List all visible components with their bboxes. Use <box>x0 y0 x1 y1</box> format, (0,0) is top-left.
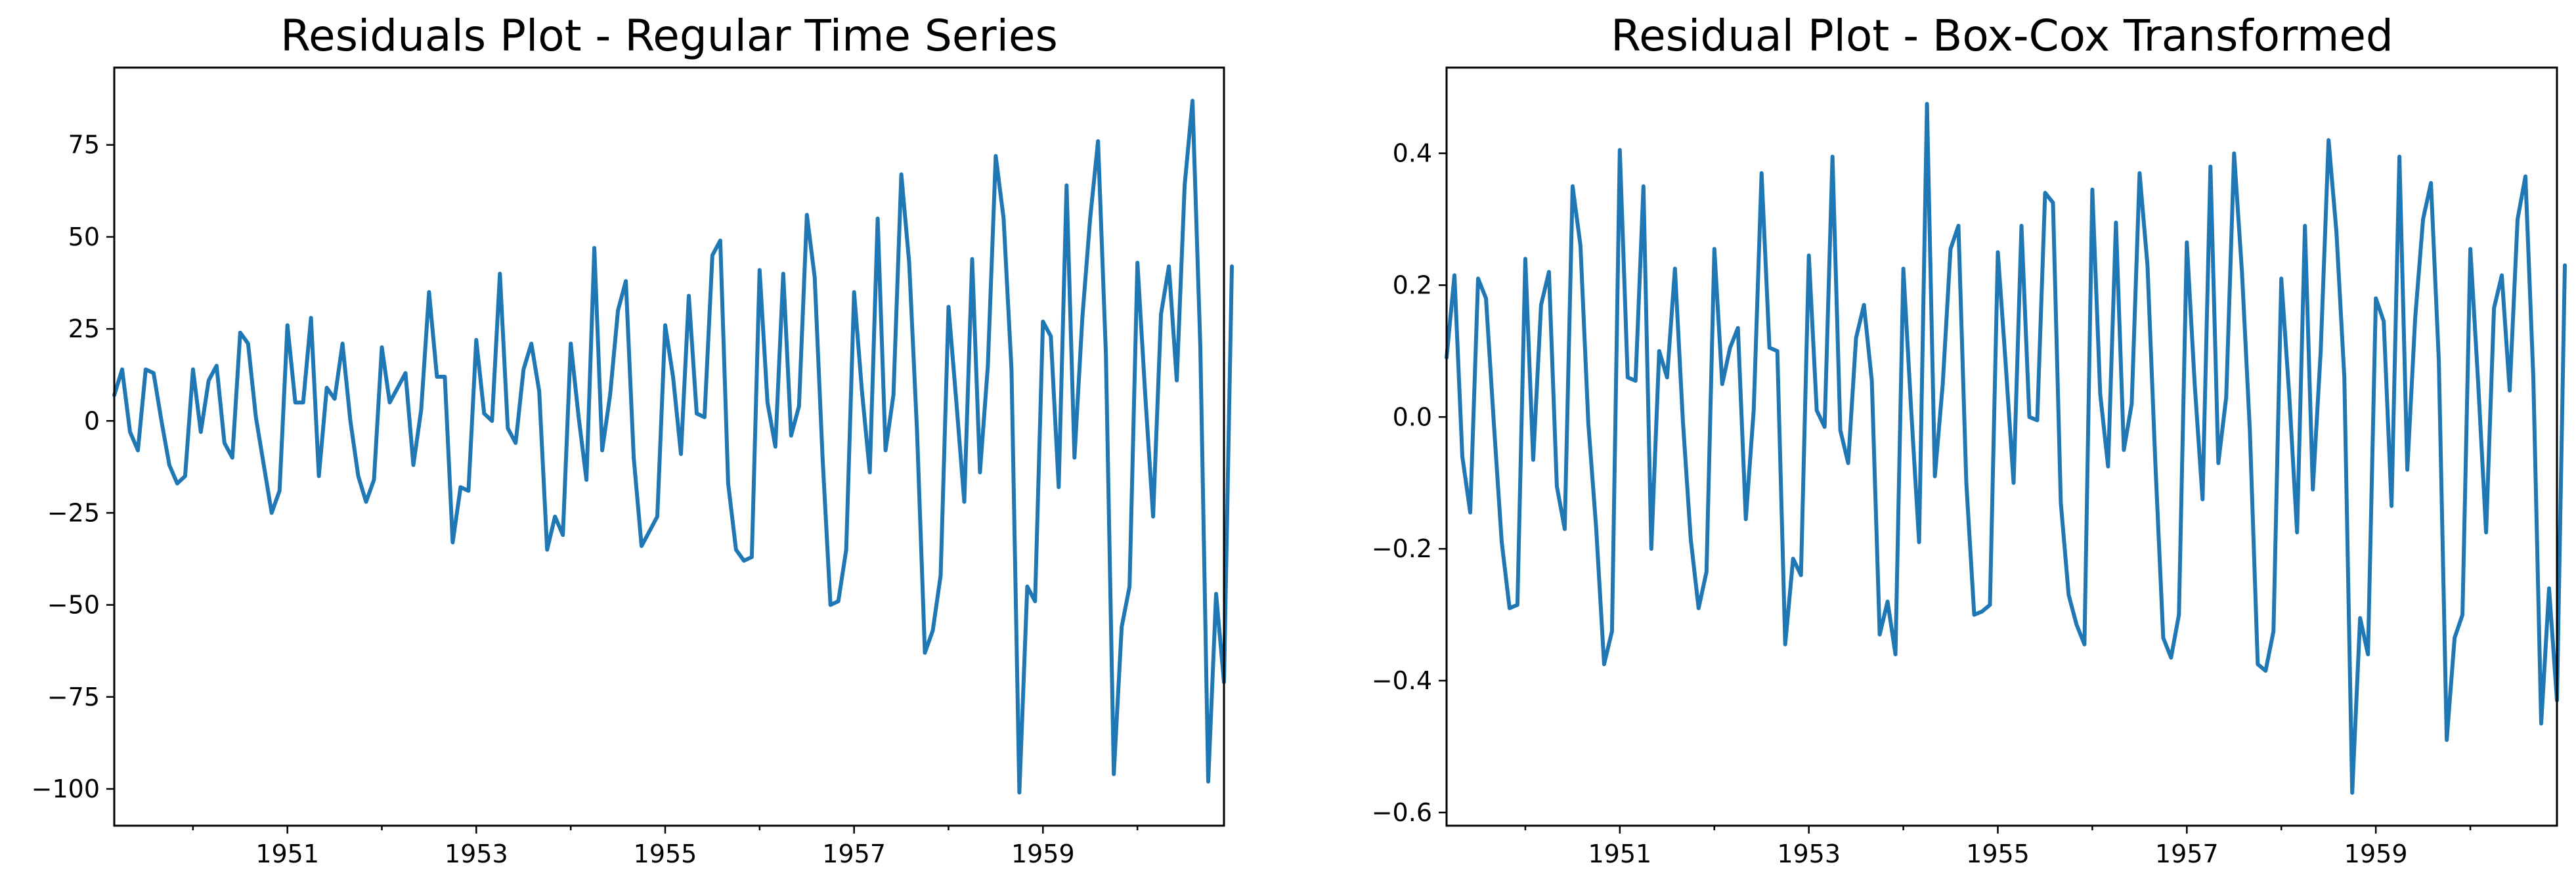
chart-regular-residuals: Residuals Plot - Regular Time Series −10… <box>32 11 1234 868</box>
x-tick-label: 1955 <box>1966 839 2030 868</box>
x-tick-label: 1957 <box>822 839 886 868</box>
y-tick-label: 0.4 <box>1393 139 1432 168</box>
plot-area: −0.6 −0.4 −0.2 0.0 0.2 0.4 1951 1953 1955 1957 195… <box>1372 66 2567 868</box>
chart-title: Residuals Plot - Regular Time Series <box>280 11 1058 61</box>
x-tick-label: 1959 <box>2344 839 2408 868</box>
series-line <box>112 98 1234 795</box>
y-tick-label: 50 <box>68 223 100 251</box>
x-tick-label: 1953 <box>1777 839 1841 868</box>
axes-frame <box>1445 66 2558 827</box>
chart-boxcox-residuals: Residual Plot - Box-Cox Transformed −0.6… <box>1372 11 2567 868</box>
x-tick-label: 1957 <box>2155 839 2219 868</box>
y-tick-label: 0 <box>84 406 100 435</box>
chart-title: Residual Plot - Box-Cox Transformed <box>1611 11 2393 61</box>
axes-frame <box>113 66 1225 827</box>
y-tick-label: 0.0 <box>1393 402 1432 431</box>
y-tick-label: −0.6 <box>1372 798 1432 827</box>
x-tick-label: 1955 <box>634 839 697 868</box>
y-tick-label: 75 <box>68 131 100 159</box>
x-tick-label: 1951 <box>255 839 319 868</box>
series-line <box>1445 102 2567 795</box>
y-tick-label: −50 <box>47 591 100 620</box>
plot-area: −100 −75 −50 −25 0 25 50 75 1951 1953 1955 1957 1959 <box>32 66 1234 868</box>
x-tick-label: 1951 <box>1588 839 1651 868</box>
y-tick-label: −100 <box>32 775 100 803</box>
y-tick-label: −25 <box>47 498 100 527</box>
x-tick-label: 1953 <box>445 839 508 868</box>
x-tick-label: 1959 <box>1011 839 1075 868</box>
y-tick-label: 0.2 <box>1393 270 1432 299</box>
y-tick-label: 25 <box>68 314 100 343</box>
y-tick-label: −0.4 <box>1372 666 1432 695</box>
y-tick-label: −75 <box>47 683 100 711</box>
y-tick-label: −0.2 <box>1372 534 1432 563</box>
